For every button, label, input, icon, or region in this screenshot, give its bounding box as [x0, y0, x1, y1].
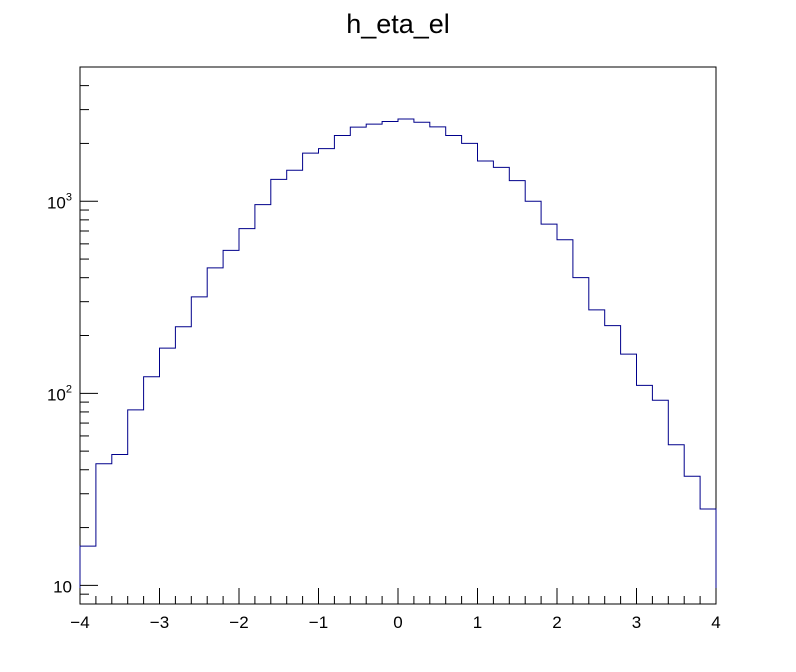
x-tick-label: −2	[229, 613, 248, 632]
tick-labels: −4 −3 −2 −1 0 1 2 3 4 10 102 103	[47, 191, 721, 632]
x-tick-label: 1	[473, 613, 482, 632]
x-tick-label: −3	[150, 613, 169, 632]
x-tick-label: 4	[711, 613, 720, 632]
chart-title: h_eta_el	[346, 9, 450, 39]
y-tick-label: 102	[47, 383, 72, 404]
axis-ticks	[79, 66, 717, 605]
x-tick-label: 0	[393, 613, 402, 632]
histogram-series	[79, 118, 717, 604]
y-tick-label: 103	[47, 191, 72, 212]
x-tick-label: −1	[309, 613, 328, 632]
x-tick-label: 2	[552, 613, 561, 632]
y-tick-label: 10	[53, 577, 72, 596]
x-tick-label: −4	[70, 613, 89, 632]
x-tick-label: 3	[632, 613, 641, 632]
histogram-outline	[79, 118, 717, 604]
